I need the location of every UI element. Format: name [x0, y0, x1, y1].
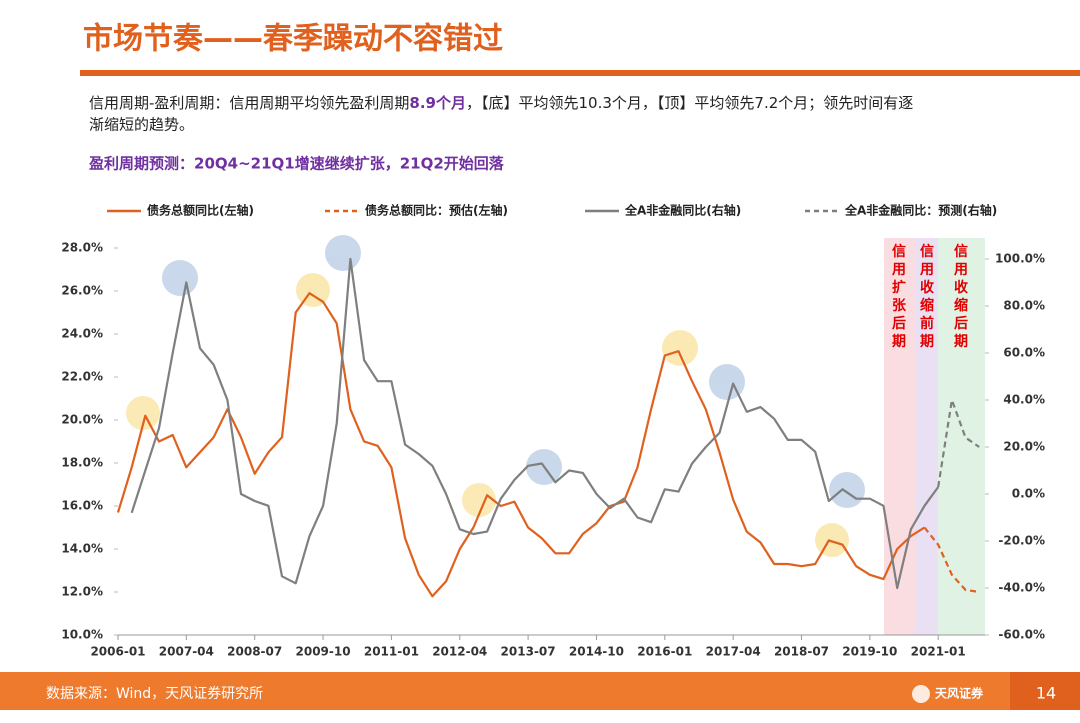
- x-tick-label: 2019-10: [842, 645, 897, 659]
- region-char: 后: [892, 315, 906, 332]
- text-seg: ，【底】平均领先10.3个月，【顶】平均领先7.2个月；领先时间有逐: [466, 94, 913, 112]
- highlight: [296, 273, 330, 307]
- y-tick-label: 12.0%: [61, 585, 103, 599]
- y2-tick-label: 60.0%: [1003, 346, 1045, 360]
- legend-label: 全A非金融同比(右轴): [624, 203, 741, 218]
- region-char: 后: [954, 315, 968, 332]
- logo-mark: [912, 685, 930, 703]
- x-tick-label: 2014-10: [569, 645, 624, 659]
- y-tick-label: 14.0%: [61, 542, 103, 556]
- y-tick-label: 22.0%: [61, 370, 103, 384]
- legend-label: 债务总额同比：预估(左轴): [365, 203, 508, 218]
- y2-tick-label: 100.0%: [995, 252, 1045, 266]
- logo: 天风证券: [935, 686, 984, 701]
- y-tick-label: 16.0%: [61, 499, 103, 513]
- region-label: 信用扩张后期: [892, 243, 907, 350]
- y2-tick-label: 80.0%: [1003, 299, 1045, 313]
- series-line: [116, 292, 926, 598]
- x-tick-label: 2009-10: [296, 645, 351, 659]
- legend-label: 债务总额同比(左轴): [147, 203, 254, 218]
- series-line: [937, 398, 980, 488]
- region-char: 缩: [920, 297, 934, 314]
- x-tick-label: 2008-07: [227, 645, 282, 659]
- body-text: 渐缩短的趋势。: [89, 116, 194, 134]
- region-char: 信: [920, 243, 934, 260]
- region-label: 信用收缩前期: [920, 243, 935, 350]
- y-tick-label: 24.0%: [61, 327, 103, 341]
- y2-tick-label: -40.0%: [998, 581, 1045, 595]
- region-char: 前: [920, 315, 934, 332]
- x-tick-label: 2012-04: [432, 645, 487, 659]
- region-char: 期: [892, 334, 906, 350]
- x-tick-label: 2018-07: [774, 645, 829, 659]
- highlights: [126, 235, 865, 557]
- page-box: [1010, 672, 1080, 710]
- region-char: 信: [892, 243, 906, 260]
- region-char: 收: [920, 279, 935, 296]
- region-char: 用: [954, 262, 968, 278]
- slide-title: 市场节奏——春季躁动不容错过: [83, 22, 503, 57]
- region-label: 信用收缩后期: [954, 243, 969, 350]
- highlight: [662, 330, 698, 366]
- region-char: 期: [954, 334, 968, 350]
- series-line: [923, 526, 980, 594]
- title-rule: [80, 70, 1080, 76]
- footer-bar: [0, 672, 1080, 710]
- region-char: 收: [954, 279, 969, 296]
- x-tick-label: 2007-04: [159, 645, 214, 659]
- highlight: [126, 396, 160, 430]
- body-text: 信用周期-盈利周期：信用周期平均领先盈利周期8.9个月，【底】平均领先10.3个…: [89, 94, 913, 112]
- y2-tick-label: -60.0%: [998, 628, 1045, 642]
- region-char: 用: [920, 262, 934, 278]
- region-char: 缩: [954, 297, 968, 314]
- y2-tick-label: 40.0%: [1003, 393, 1045, 407]
- x-tick-label: 2006-01: [90, 645, 145, 659]
- y-tick-label: 10.0%: [61, 628, 103, 642]
- x-tick-label: 2021-01: [911, 645, 966, 659]
- y2-tick-label: 20.0%: [1003, 440, 1045, 454]
- region-char: 用: [892, 262, 906, 278]
- x-tick-label: 2017-04: [706, 645, 761, 659]
- highlight: [162, 260, 198, 296]
- highlight: [325, 235, 361, 271]
- y-tick-label: 18.0%: [61, 456, 103, 470]
- source: 数据来源：Wind，天风证券研究所: [46, 686, 263, 702]
- page-number: 14: [1036, 684, 1056, 703]
- y-tick-label: 28.0%: [61, 241, 103, 255]
- highlight: [462, 483, 496, 517]
- text-seg: 信用周期-盈利周期：信用周期平均领先盈利周期: [89, 94, 409, 112]
- text-seg: 8.9个月: [409, 94, 466, 112]
- region-char: 张: [892, 298, 907, 314]
- region-char: 信: [954, 243, 968, 260]
- y2-tick-label: -20.0%: [998, 534, 1045, 548]
- region-char: 扩: [892, 279, 906, 296]
- region-char: 期: [920, 334, 934, 350]
- highlight: [829, 472, 865, 508]
- legend-label: 全A非金融同比：预测(右轴): [844, 203, 997, 218]
- series-line: [130, 257, 940, 590]
- y2-tick-label: 0.0%: [1012, 487, 1045, 501]
- y-tick-label: 20.0%: [61, 413, 103, 427]
- y-tick-label: 26.0%: [61, 284, 103, 298]
- subtitle: 盈利周期预测：20Q4~21Q1增速继续扩张，21Q2开始回落: [88, 155, 505, 173]
- highlight: [815, 523, 849, 557]
- x-tick-label: 2013-07: [501, 645, 556, 659]
- x-tick-label: 2011-01: [364, 645, 419, 659]
- x-tick-label: 2016-01: [637, 645, 692, 659]
